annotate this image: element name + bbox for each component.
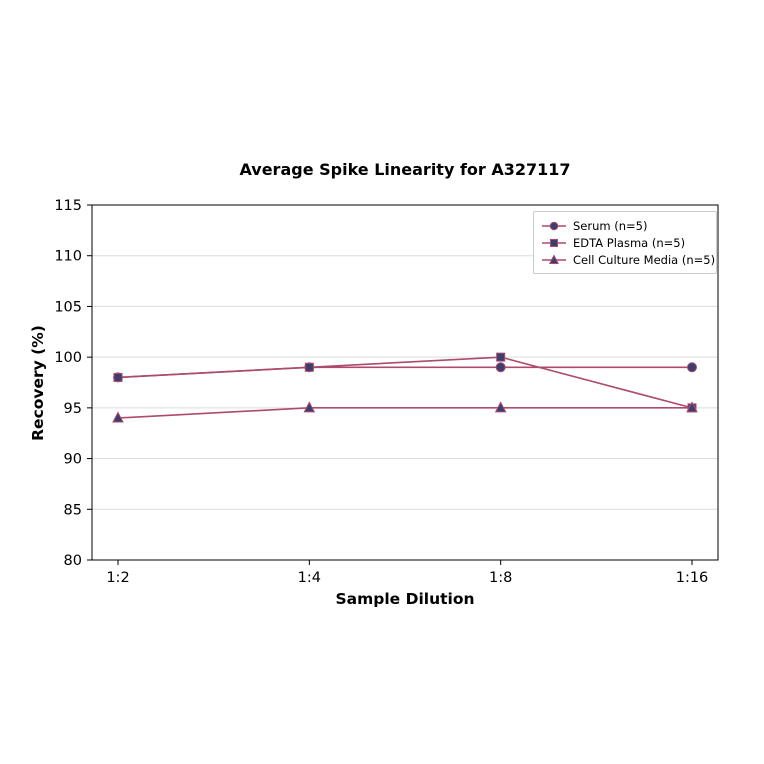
series-marker-3	[303, 401, 316, 413]
y-axis-label: Recovery (%)	[29, 325, 47, 441]
series-marker-3	[494, 401, 507, 413]
series-marker-3	[686, 401, 698, 413]
series-line-3	[117, 407, 692, 419]
series-marker-1	[687, 362, 697, 373]
legend-entry: Cell Culture Media (n=5)	[540, 251, 715, 268]
y-tick-label: 105	[54, 299, 82, 315]
x-axis-label: Sample Dilution	[335, 590, 475, 608]
y-tick-label: 90	[64, 452, 82, 468]
legend-label: EDTA Plasma (n=5)	[573, 235, 686, 250]
series-marker-2	[113, 372, 123, 382]
legend-entry: EDTA Plasma (n=5)	[540, 234, 708, 251]
y-tick-label: 110	[54, 249, 82, 265]
legend-entry: Serum (n=5)	[540, 217, 708, 234]
series-marker-1	[495, 362, 506, 373]
y-tick-label: 95	[64, 401, 82, 417]
legend-label: Cell Culture Media (n=5)	[573, 252, 716, 267]
x-tick-label: 1:8	[489, 570, 512, 586]
legend-label: Serum (n=5)	[573, 218, 648, 233]
legend-square-sample-icon	[542, 238, 566, 247]
chart-legend: Serum (n=5) EDTA Plasma (n=5) Cell Culture…	[533, 211, 717, 274]
series-marker-2	[304, 362, 314, 372]
y-tick-label: 85	[64, 502, 82, 518]
axes-spines	[91, 204, 719, 561]
y-tick-label: 115	[54, 198, 82, 214]
x-tick-label: 1:4	[298, 570, 321, 586]
series-marker-2	[496, 352, 506, 362]
series-marker-3	[112, 411, 124, 423]
series-line-2	[117, 356, 693, 409]
legend-circle-sample-icon	[542, 221, 566, 230]
x-tick-label: 1:2	[106, 570, 129, 586]
legend-triangle-sample-icon	[542, 253, 566, 264]
y-tick-label: 100	[54, 350, 82, 366]
y-tick-label: 80	[64, 553, 82, 569]
chart-title: Average Spike Linearity for A327117	[239, 160, 571, 179]
x-tick-label: 1:16	[676, 570, 709, 586]
